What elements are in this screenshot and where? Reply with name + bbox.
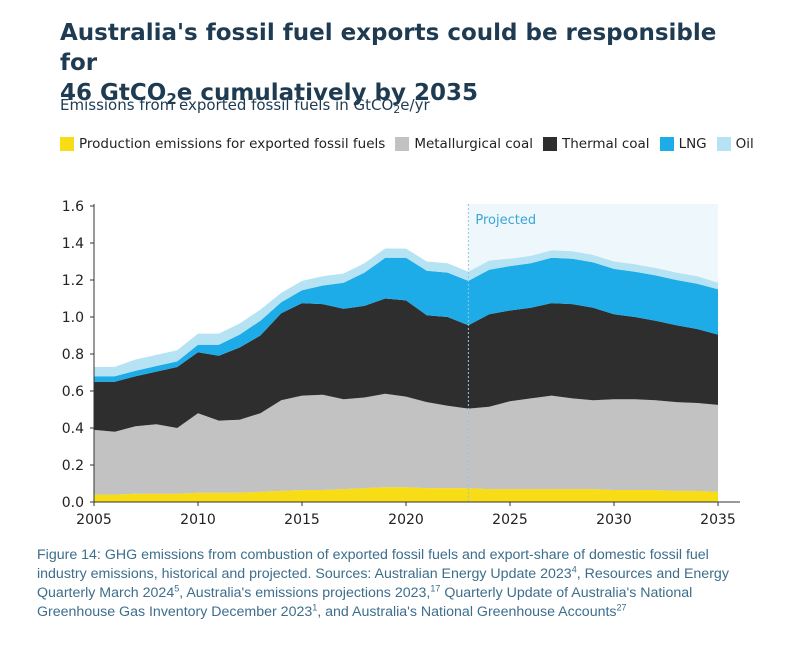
legend-item-thermal: Thermal coal: [542, 136, 650, 152]
caption-ref-2: 5: [174, 583, 180, 594]
subtitle-pre: Emissions from exported fossil fuels in …: [60, 96, 394, 114]
caption-text-4: Quarterly Update of Australia's National…: [37, 585, 693, 620]
caption-ref-3: 17: [430, 583, 441, 594]
projected-label: Projected: [475, 213, 536, 228]
caption-text-2: , Resources and Energy Quarterly March 2…: [37, 566, 729, 601]
legend-label-oil: Oil: [735, 136, 754, 152]
y-tick-label: 1.4: [62, 236, 84, 252]
caption-ref-1: 4: [571, 564, 577, 575]
x-tick-label: 2035: [700, 512, 736, 528]
caption-text-5: , and Australia's National Greenhouse Ac…: [317, 604, 617, 620]
chart-title: Australia's fossil fuel exports could be…: [60, 18, 760, 108]
legend-swatch-oil: [716, 137, 731, 151]
legend-swatch-lng: [659, 137, 674, 151]
x-tick-label: 2025: [492, 512, 528, 528]
legend-item-oil: Oil: [716, 136, 754, 152]
y-tick-label: 1.2: [62, 273, 84, 289]
legend-swatch-thermal: [542, 137, 557, 151]
caption-ref-4: 1: [312, 602, 318, 613]
title-line2-pre: 46 GtCO: [60, 80, 167, 106]
chart-title-line2: 46 GtCO2e cumulatively by 2035: [60, 78, 760, 108]
x-tick-label: 2030: [596, 512, 632, 528]
legend-label-metallurgical: Metallurgical coal: [414, 136, 533, 152]
legend-label-production: Production emissions for exported fossil…: [79, 136, 386, 152]
caption-ref-5: 27: [616, 602, 627, 613]
chart-subtitle: Emissions from exported fossil fuels in …: [60, 96, 430, 116]
series-area-production: [94, 487, 718, 502]
legend-item-metallurgical: Metallurgical coal: [395, 136, 533, 152]
legend-item-lng: LNG: [659, 136, 707, 152]
chart-title-line1: Australia's fossil fuel exports could be…: [60, 20, 717, 76]
y-tick-label: 0.0: [62, 495, 84, 511]
legend-swatch-metallurgical: [395, 137, 410, 151]
figure-caption: Figure 14: GHG emissions from combustion…: [37, 546, 757, 622]
x-tick-label: 2020: [388, 512, 424, 528]
series-area-oil: [94, 248, 718, 377]
caption-text-3: , Australia's emissions projections 2023…: [179, 585, 431, 601]
y-tick-label: 0.4: [62, 421, 84, 437]
legend-swatch-production: [60, 137, 74, 151]
subtitle-subscript: 2: [393, 103, 401, 116]
caption-text-1: Figure 14: GHG emissions from combustion…: [37, 547, 709, 582]
y-tick-label: 1.6: [62, 199, 84, 215]
series-area-lng: [94, 257, 718, 382]
subtitle-post: e/yr: [400, 96, 430, 114]
series-area-metallurgical: [94, 393, 718, 495]
chart-legend: Production emissions for exported fossil…: [60, 136, 780, 152]
y-tick-label: 0.6: [62, 384, 84, 400]
area-chart: Projected 0.0 0.2 0.4 0.6 0.8 1.0 1.2 1.4 1.6 2005…: [62, 199, 740, 528]
series-area-thermal: [94, 298, 718, 432]
title-line2-subscript: 2: [166, 90, 177, 108]
x-tick-label: 2005: [76, 512, 112, 528]
x-tick-label: 2015: [284, 512, 320, 528]
y-tick-label: 1.0: [62, 310, 84, 326]
legend-label-lng: LNG: [678, 136, 707, 152]
y-tick-label: 0.2: [62, 458, 84, 474]
title-line2-post: e cumulatively by 2035: [176, 80, 478, 106]
legend-label-thermal: Thermal coal: [561, 136, 650, 152]
y-tick-label: 0.8: [62, 347, 84, 363]
x-tick-label: 2010: [180, 512, 216, 528]
legend-item-production: Production emissions for exported fossil…: [60, 136, 385, 152]
